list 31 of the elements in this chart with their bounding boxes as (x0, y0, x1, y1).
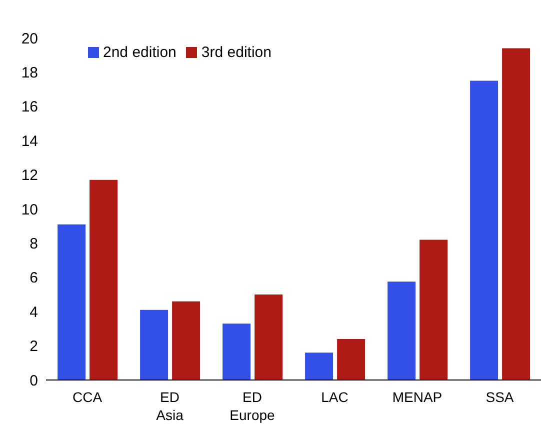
y-tick-label: 12 (21, 167, 38, 184)
y-tick-label: 20 (21, 30, 38, 48)
x-tick-label: LAC (321, 389, 348, 405)
y-tick-label: 0 (30, 372, 38, 390)
bar (420, 240, 448, 380)
bar (172, 301, 200, 380)
legend-label: 2nd edition (103, 44, 176, 61)
bar (140, 310, 168, 380)
x-tick-label: SSA (486, 389, 514, 405)
y-tick-label: 4 (30, 304, 38, 321)
x-tick-label: MENAP (392, 389, 442, 405)
legend-label: 3rd edition (201, 44, 272, 61)
x-tick-label: ED Asia (156, 389, 184, 423)
y-tick-label: 16 (21, 98, 38, 116)
bar (305, 352, 334, 380)
x-tick-label: ED Europe (230, 389, 276, 423)
bar (90, 180, 118, 380)
y-tick-label: 8 (30, 236, 38, 253)
bar (222, 324, 251, 380)
bar (470, 80, 498, 380)
y-tick-label: 10 (21, 201, 38, 218)
y-tick-label: 14 (21, 132, 38, 150)
y-tick-label: 2 (30, 338, 38, 356)
y-tick-label: 18 (21, 64, 38, 82)
bar (254, 294, 283, 380)
bar (58, 224, 86, 380)
bar (388, 282, 416, 380)
bar (337, 338, 366, 380)
x-tick-label: CCA (72, 389, 103, 405)
y-tick-label: 6 (30, 270, 38, 287)
bar (502, 48, 530, 380)
